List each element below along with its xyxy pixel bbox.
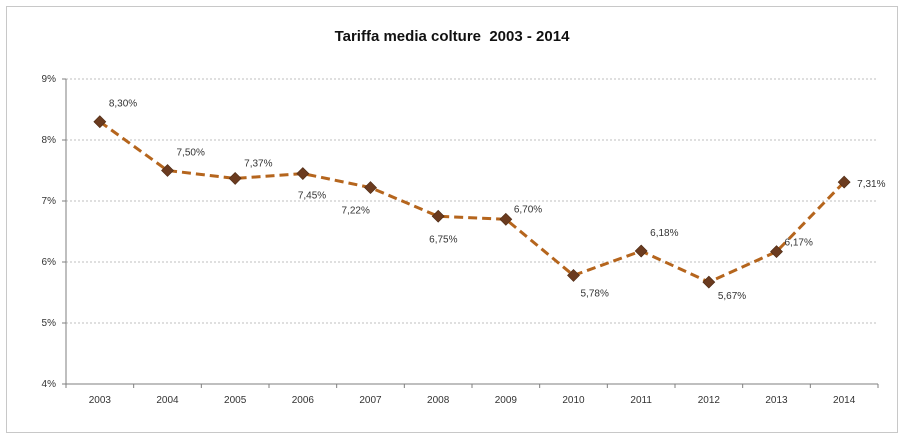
data-label: 6,70% — [514, 204, 542, 215]
data-labels: 8,30% 7,50% 7,37% 7,45% 7,22% 6,75% 6,70% 5,78%… — [109, 99, 886, 302]
data-label: 6,17% — [785, 238, 813, 249]
y-tick-label: 7% — [42, 196, 57, 207]
data-point — [702, 275, 716, 289]
data-point — [499, 212, 513, 226]
axes: 4% 5% 6% 7% 8% 9% 2003 2004 2005 2006 2007 2008 2009… — [42, 74, 879, 406]
x-tick-label: 2013 — [765, 395, 788, 406]
data-point — [634, 244, 648, 258]
y-tick-label: 4% — [42, 379, 57, 390]
data-label: 8,30% — [109, 99, 137, 110]
y-tick-label: 5% — [42, 318, 57, 329]
data-point — [567, 268, 580, 282]
x-tick-label: 2012 — [698, 395, 721, 406]
x-tick-label: 2004 — [156, 395, 179, 406]
x-tick-label: 2010 — [562, 395, 585, 406]
chart-title: Tariffa media colture 2003 - 2014 — [334, 28, 570, 45]
data-point — [431, 209, 445, 223]
data-label: 5,67% — [718, 291, 746, 302]
x-tick-label: 2011 — [630, 395, 652, 406]
x-tick-label: 2008 — [427, 395, 450, 406]
chart-frame — [6, 6, 898, 433]
y-tick-label: 6% — [42, 257, 57, 268]
data-point — [770, 245, 783, 259]
x-tick-label: 2005 — [224, 395, 247, 406]
gridlines — [66, 78, 878, 324]
data-point — [228, 172, 242, 185]
x-tick-label: 2009 — [495, 395, 518, 406]
data-point — [364, 181, 377, 195]
x-tick-label: 2006 — [292, 395, 315, 406]
series — [93, 115, 851, 289]
y-tick-label: 8% — [42, 135, 57, 146]
y-tick-label: 9% — [42, 74, 57, 85]
data-label: 7,22% — [342, 206, 370, 217]
data-label: 6,18% — [650, 228, 678, 239]
data-label: 5,78% — [581, 288, 609, 299]
data-point — [161, 164, 174, 177]
x-tick-label: 2014 — [833, 395, 856, 406]
data-label: 7,31% — [857, 179, 885, 190]
data-label: 6,75% — [429, 234, 457, 245]
data-label: 7,37% — [244, 158, 272, 169]
x-tick-label: 2003 — [89, 395, 112, 406]
series-line — [98, 120, 846, 284]
x-tick-label: 2007 — [359, 395, 382, 406]
data-label: 7,45% — [298, 191, 326, 202]
data-point — [296, 167, 310, 180]
data-point — [837, 175, 851, 189]
data-point — [93, 115, 107, 129]
data-label: 7,50% — [177, 148, 205, 159]
